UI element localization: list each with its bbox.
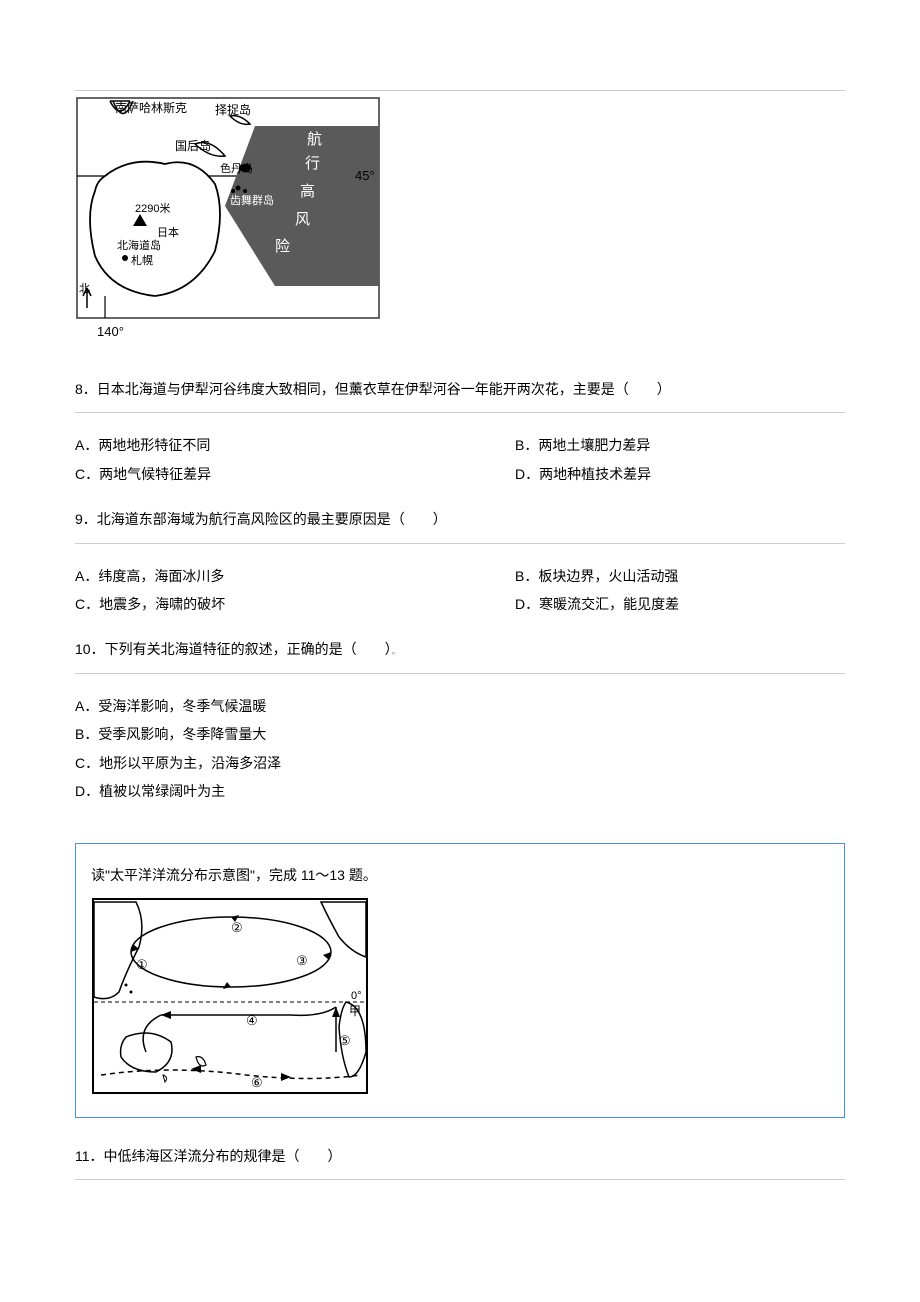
svg-text:险: 险 — [275, 238, 290, 255]
label-current-2: ② — [231, 920, 243, 935]
q9-option-c: C．地震多，海啸的破坏 — [75, 590, 515, 618]
label-current-5: ⑤ — [339, 1033, 351, 1048]
intro-box-pacific: 读"太平洋洋流分布示意图"，完成 11～13 题。 — [75, 843, 845, 1117]
label-current-1: ① — [136, 957, 148, 972]
svg-text:航: 航 — [307, 131, 322, 148]
svg-text:区: 区 — [235, 261, 250, 278]
q9-option-d: D．寒暖流交汇，能见度差 — [515, 590, 845, 618]
label-current-3: ③ — [296, 953, 308, 968]
q8-option-d: D．两地种植技术差异 — [515, 460, 845, 488]
question-9-text: 9．北海道东部海域为航行高风险区的最主要原因是（ ） — [75, 496, 845, 543]
question-10-text: 10．下列有关北海道特征的叙述，正确的是（ ）。 — [75, 626, 845, 673]
q9-option-b: B．板块边界，火山活动强 — [515, 562, 845, 590]
label-hokkaido: 北海道岛 — [117, 238, 161, 252]
question-11-text: 11．中低纬海区洋流分布的规律是（ ） — [75, 1133, 845, 1180]
label-etorofu: 择捉岛 — [215, 102, 251, 117]
label-jia: 甲 — [349, 1004, 361, 1018]
question-8-text: 8．日本北海道与伊犁河谷纬度大致相同，但薰衣草在伊犁河谷一年能开两次花，主要是（… — [75, 366, 845, 413]
label-habomai: 齿舞群岛 — [230, 193, 274, 207]
q8-option-a: A．两地地形特征不同 — [75, 431, 515, 459]
label-current-6: ⑥ — [251, 1075, 263, 1090]
hokkaido-map-container: 南萨哈林斯克 择捉岛 国后岛 色丹岛 齿舞群岛 2290米 日本 北海道岛 札幌… — [75, 90, 845, 346]
question-9-options: A．纬度高，海面冰川多 C．地震多，海啸的破坏 B．板块边界，火山活动强 D．寒… — [75, 544, 845, 627]
label-japan: 日本 — [157, 225, 179, 239]
label-peak: 2290米 — [135, 202, 170, 215]
svg-text:风: 风 — [295, 211, 310, 228]
question-8-options: A．两地地形特征不同 C．两地气候特征差异 B．两地土壤肥力差异 D．两地种植技… — [75, 413, 845, 496]
paragraph-marker: 。 — [392, 646, 401, 656]
q8-option-b: B．两地土壤肥力差异 — [515, 431, 845, 459]
label-current-4: ④ — [246, 1013, 258, 1028]
label-equator: 0° — [351, 990, 362, 1002]
pacific-currents-map: ① ② ③ ④ ⑤ ⑥ 甲 0° — [91, 897, 371, 1097]
label-sapporo: 札幌 — [131, 253, 153, 267]
q10-option-b: B．受季风影响，冬季降雪量大 — [75, 720, 845, 748]
svg-text:行: 行 — [305, 155, 320, 172]
label-lon140: 140° — [97, 324, 124, 339]
q10-option-d: D．植被以常绿阔叶为主 — [75, 777, 845, 805]
svg-text:高: 高 — [300, 183, 315, 200]
intro-text-pacific: 读"太平洋洋流分布示意图"，完成 11～13 题。 — [91, 864, 829, 886]
q10-option-c: C．地形以平原为主，沿海多沼泽 — [75, 749, 845, 777]
label-kunashir: 国后岛 — [175, 138, 211, 153]
q8-option-c: C．两地气候特征差异 — [75, 460, 515, 488]
q10-option-a: A．受海洋影响，冬季气候温暖 — [75, 692, 845, 720]
label-north: 北 — [79, 282, 90, 295]
label-sakhalin: 南萨哈林斯克 — [115, 100, 187, 115]
question-10-options: A．受海洋影响，冬季气候温暖 B．受季风影响，冬季降雪量大 C．地形以平原为主，… — [75, 674, 845, 824]
label-lat45: 45° — [355, 168, 375, 183]
hokkaido-map: 南萨哈林斯克 择捉岛 国后岛 色丹岛 齿舞群岛 2290米 日本 北海道岛 札幌… — [75, 96, 385, 346]
label-shikotan: 色丹岛 — [220, 161, 253, 175]
q9-option-a: A．纬度高，海面冰川多 — [75, 562, 515, 590]
